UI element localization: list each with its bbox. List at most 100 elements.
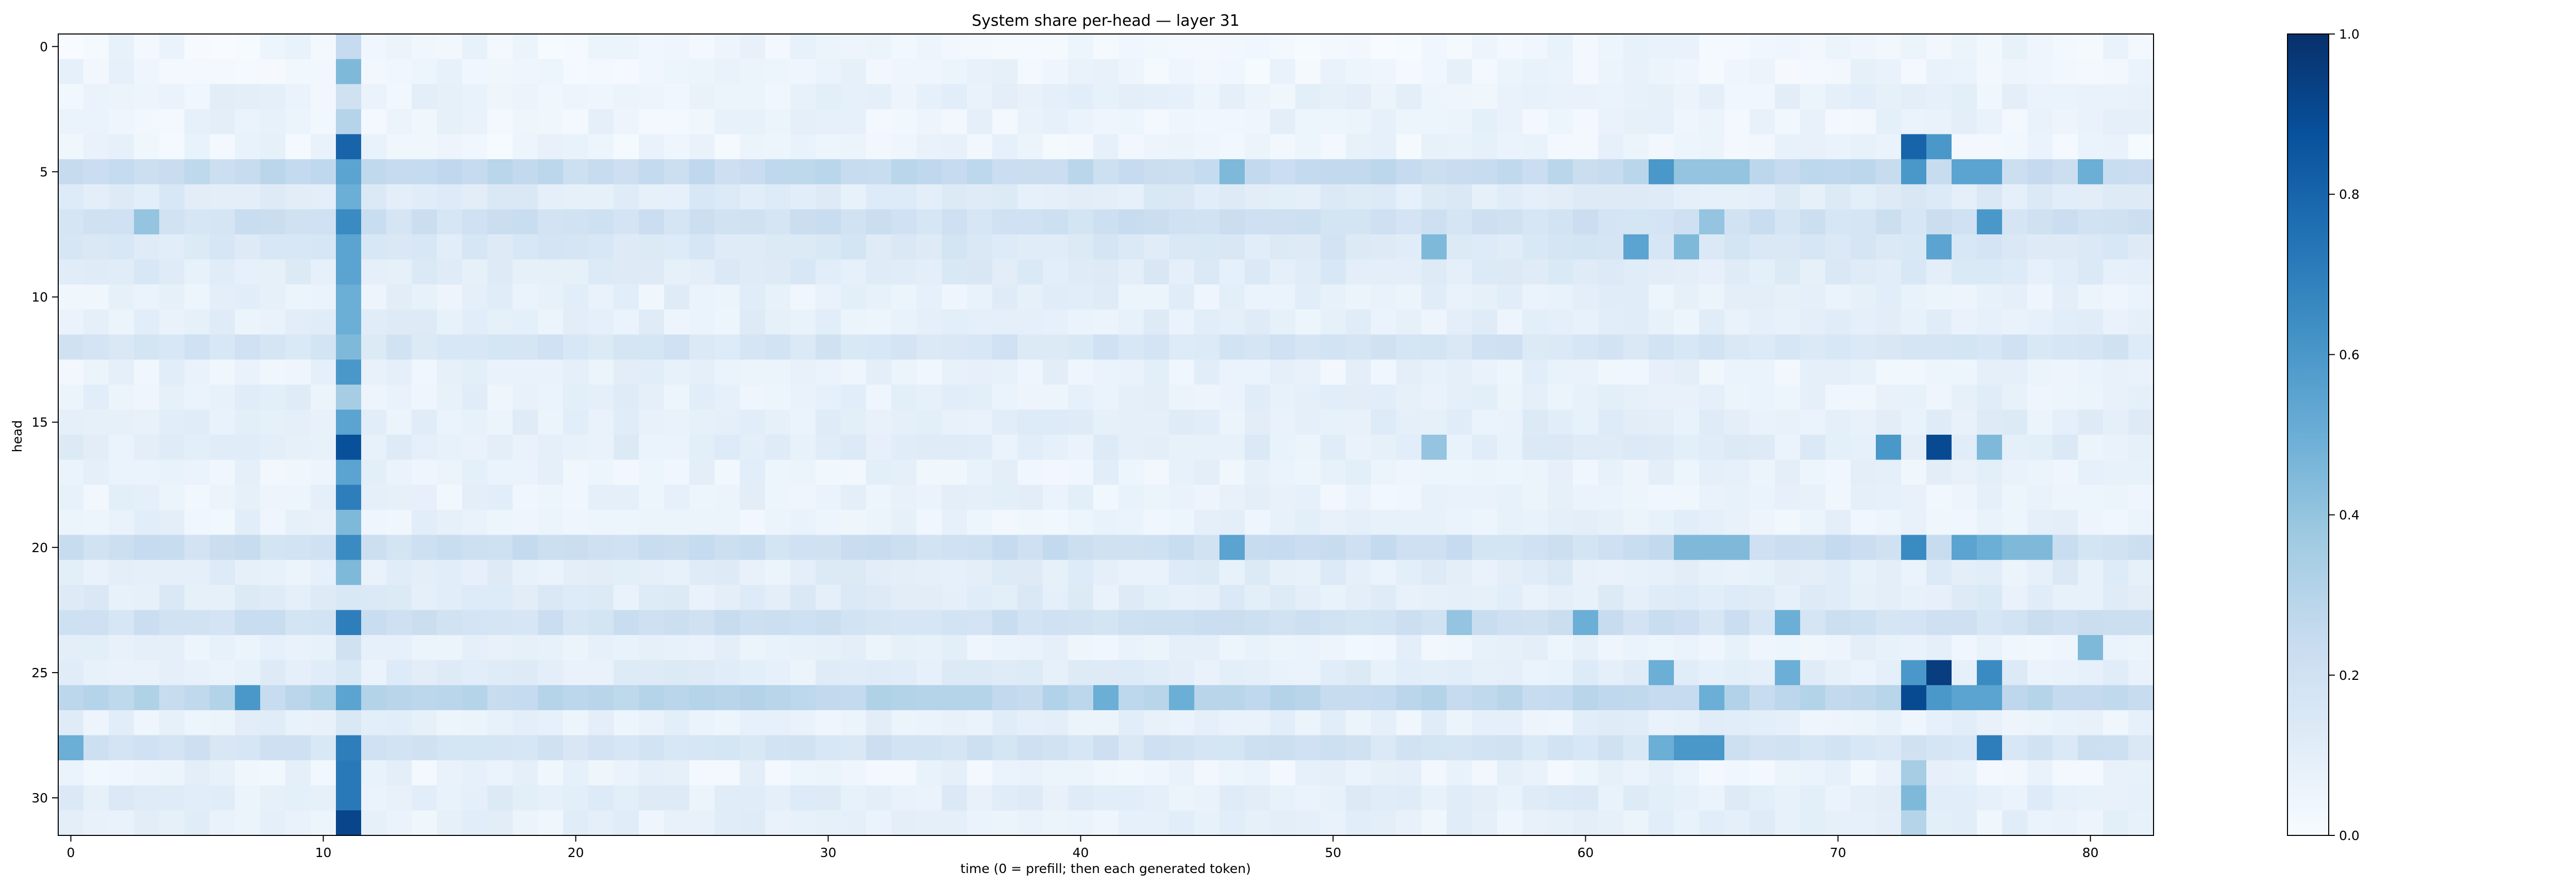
heatmap-cell bbox=[487, 459, 513, 485]
heatmap-cell bbox=[1371, 610, 1397, 636]
heatmap-cell bbox=[1346, 284, 1371, 310]
heatmap-cell bbox=[917, 109, 942, 135]
heatmap-cell bbox=[336, 259, 362, 285]
heatmap-cell bbox=[790, 184, 816, 210]
heatmap-cell bbox=[210, 560, 235, 586]
heatmap-cell bbox=[260, 735, 286, 761]
heatmap-cell bbox=[2103, 59, 2129, 84]
heatmap-cell bbox=[437, 134, 463, 160]
heatmap-cell bbox=[664, 360, 690, 385]
heatmap-cell bbox=[235, 685, 261, 711]
heatmap-cell bbox=[1169, 560, 1195, 586]
heatmap-cell bbox=[83, 84, 109, 110]
heatmap-cell bbox=[1018, 134, 1043, 160]
heatmap-cell bbox=[790, 560, 816, 586]
heatmap-cell bbox=[513, 685, 538, 711]
heatmap-cell bbox=[1346, 435, 1371, 460]
heatmap-cell bbox=[967, 84, 993, 110]
heatmap-cell bbox=[1144, 259, 1170, 285]
heatmap-cell bbox=[235, 735, 261, 761]
heatmap-cell bbox=[2128, 560, 2154, 586]
heatmap-cell bbox=[1144, 234, 1170, 260]
heatmap-cell bbox=[487, 509, 513, 536]
heatmap-cell bbox=[866, 34, 892, 60]
heatmap-cell bbox=[159, 735, 185, 761]
heatmap-cell bbox=[917, 760, 942, 786]
heatmap-cell bbox=[1270, 560, 1296, 586]
heatmap-cell bbox=[1800, 234, 1826, 260]
heatmap-cell bbox=[614, 259, 639, 285]
heatmap-cell bbox=[1068, 134, 1094, 160]
heatmap-cell bbox=[1118, 810, 1144, 836]
heatmap-cell bbox=[513, 710, 538, 736]
heatmap-cell bbox=[1775, 84, 1801, 110]
heatmap-cell bbox=[740, 810, 766, 836]
heatmap-cell bbox=[841, 184, 867, 210]
heatmap-cell bbox=[992, 660, 1018, 686]
heatmap-cell bbox=[1421, 334, 1447, 360]
heatmap-cell bbox=[1522, 234, 1548, 260]
heatmap-cell bbox=[689, 159, 715, 185]
heatmap-cell bbox=[184, 59, 210, 84]
heatmap-cell bbox=[1926, 509, 1952, 536]
heatmap-cell bbox=[1018, 685, 1043, 711]
heatmap-cell bbox=[437, 234, 463, 260]
heatmap-cell bbox=[513, 309, 538, 335]
heatmap-cell bbox=[917, 710, 942, 736]
heatmap-cell bbox=[891, 209, 917, 235]
heatmap-cell bbox=[1295, 109, 1321, 135]
heatmap-cell bbox=[1118, 259, 1144, 285]
heatmap-cell bbox=[260, 34, 286, 60]
heatmap-cell bbox=[1497, 785, 1523, 811]
heatmap-cell bbox=[2002, 59, 2028, 84]
heatmap-cell bbox=[1245, 309, 1270, 335]
heatmap-cell bbox=[765, 134, 791, 160]
heatmap-cell bbox=[1295, 535, 1321, 560]
heatmap-cell bbox=[1750, 109, 1775, 135]
heatmap-cell bbox=[1699, 159, 1725, 185]
heatmap-cell bbox=[83, 384, 109, 410]
heatmap-cell bbox=[2078, 509, 2104, 536]
heatmap-cell bbox=[2027, 435, 2053, 460]
heatmap-cell bbox=[1952, 610, 1977, 636]
heatmap-cell bbox=[992, 585, 1018, 610]
heatmap-cell bbox=[1548, 309, 1573, 335]
heatmap-cell bbox=[1800, 810, 1826, 836]
heatmap-cell bbox=[2128, 360, 2154, 385]
heatmap-cell bbox=[1144, 585, 1170, 610]
heatmap-cell bbox=[83, 360, 109, 385]
heatmap-cell bbox=[2103, 810, 2129, 836]
heatmap-cell bbox=[588, 610, 614, 636]
heatmap-cell bbox=[1144, 409, 1170, 435]
heatmap-cell bbox=[563, 259, 589, 285]
heatmap-cell bbox=[487, 84, 513, 110]
heatmap-cell bbox=[1295, 384, 1321, 410]
heatmap-cell bbox=[1901, 334, 1927, 360]
heatmap-cell bbox=[866, 259, 892, 285]
heatmap-cell bbox=[841, 760, 867, 786]
heatmap-cell bbox=[1952, 785, 1977, 811]
heatmap-cell bbox=[1800, 560, 1826, 586]
heatmap-cell bbox=[1598, 560, 1624, 586]
heatmap-cell bbox=[1270, 134, 1296, 160]
heatmap-cell bbox=[285, 34, 311, 60]
heatmap-cell bbox=[1598, 535, 1624, 560]
heatmap-cell bbox=[866, 360, 892, 385]
heatmap-cell bbox=[1371, 309, 1397, 335]
heatmap-cell bbox=[361, 485, 387, 510]
heatmap-cell bbox=[917, 485, 942, 510]
heatmap-cell bbox=[1724, 560, 1750, 586]
heatmap-cell bbox=[285, 710, 311, 736]
heatmap-cell bbox=[664, 710, 690, 736]
heatmap-cell bbox=[891, 635, 917, 661]
heatmap-cell bbox=[765, 535, 791, 560]
heatmap-cell bbox=[235, 59, 261, 84]
heatmap-cell bbox=[1699, 685, 1725, 711]
heatmap-cell bbox=[1118, 735, 1144, 761]
heatmap-cell bbox=[1169, 134, 1195, 160]
heatmap-cell bbox=[412, 535, 437, 560]
heatmap-cell bbox=[336, 334, 362, 360]
heatmap-cell bbox=[1396, 109, 1422, 135]
heatmap-cell bbox=[462, 309, 488, 335]
heatmap-cell bbox=[1522, 735, 1548, 761]
